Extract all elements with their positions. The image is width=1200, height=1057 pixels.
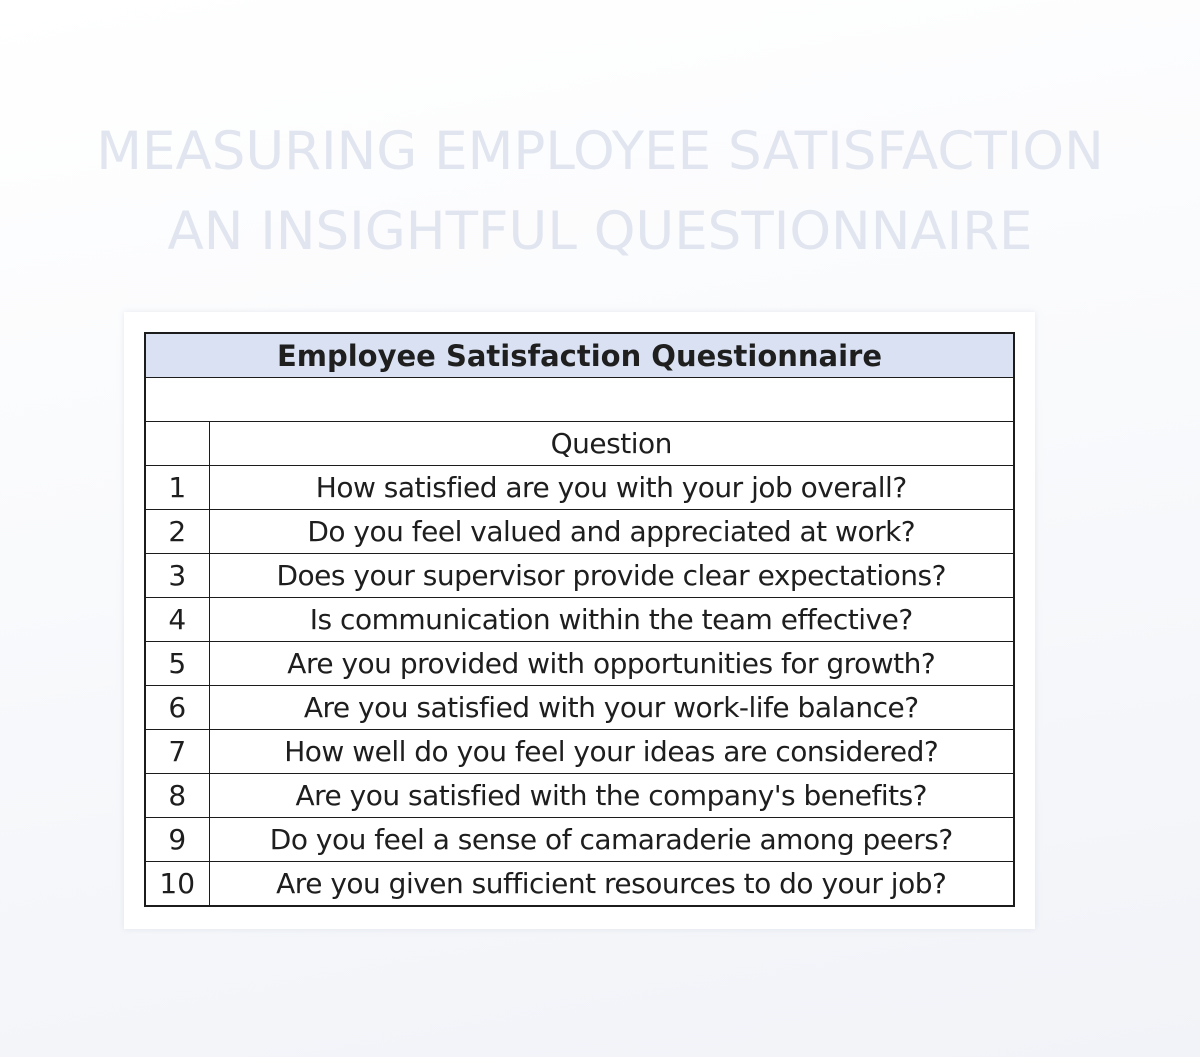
question-cell[interactable]: Is communication within the team effecti… bbox=[208, 597, 1015, 642]
page-heading-line-1: MEASURING EMPLOYEE SATISFACTION bbox=[96, 121, 1104, 182]
question-cell[interactable]: How satisfied are you with your job over… bbox=[208, 465, 1015, 510]
table-row: 9 Do you feel a sense of camaraderie amo… bbox=[144, 817, 1015, 862]
table-row: 8 Are you satisfied with the company's b… bbox=[144, 773, 1015, 818]
page-heading-line-2: AN INSIGHTFUL QUESTIONNAIRE bbox=[167, 201, 1033, 262]
question-number-cell[interactable]: 10 bbox=[144, 861, 210, 907]
question-number-cell[interactable]: 6 bbox=[144, 685, 210, 730]
table-title[interactable]: Employee Satisfaction Questionnaire bbox=[144, 332, 1015, 378]
questionnaire-table: Employee Satisfaction Questionnaire Ques… bbox=[144, 332, 1015, 907]
question-number-cell[interactable]: 9 bbox=[144, 817, 210, 862]
table-row: 1 How satisfied are you with your job ov… bbox=[144, 465, 1015, 510]
table-row: 10 Are you given sufficient resources to… bbox=[144, 861, 1015, 907]
table-row: 6 Are you satisfied with your work-life … bbox=[144, 685, 1015, 730]
page-heading: MEASURING EMPLOYEE SATISFACTION AN INSIG… bbox=[0, 112, 1200, 272]
question-number-cell[interactable]: 8 bbox=[144, 773, 210, 818]
header-row: Question bbox=[144, 421, 1015, 466]
question-cell[interactable]: Are you provided with opportunities for … bbox=[208, 641, 1015, 686]
question-header-cell[interactable]: Question bbox=[208, 421, 1015, 466]
spreadsheet-card: Employee Satisfaction Questionnaire Ques… bbox=[124, 312, 1035, 929]
table-row: 4 Is communication within the team effec… bbox=[144, 597, 1015, 642]
question-cell[interactable]: Are you satisfied with your work-life ba… bbox=[208, 685, 1015, 730]
blank-row bbox=[144, 377, 1015, 422]
question-number-cell[interactable]: 4 bbox=[144, 597, 210, 642]
table-row: 2 Do you feel valued and appreciated at … bbox=[144, 509, 1015, 554]
table-row: 7 How well do you feel your ideas are co… bbox=[144, 729, 1015, 774]
question-cell[interactable]: Are you satisfied with the company's ben… bbox=[208, 773, 1015, 818]
title-row: Employee Satisfaction Questionnaire bbox=[144, 332, 1015, 378]
question-cell[interactable]: Do you feel a sense of camaraderie among… bbox=[208, 817, 1015, 862]
number-header-cell[interactable] bbox=[144, 421, 210, 466]
table-row: 5 Are you provided with opportunities fo… bbox=[144, 641, 1015, 686]
question-number-cell[interactable]: 2 bbox=[144, 509, 210, 554]
question-number-cell[interactable]: 7 bbox=[144, 729, 210, 774]
question-cell[interactable]: Does your supervisor provide clear expec… bbox=[208, 553, 1015, 598]
question-number-cell[interactable]: 3 bbox=[144, 553, 210, 598]
blank-cell[interactable] bbox=[144, 377, 1015, 422]
question-number-cell[interactable]: 1 bbox=[144, 465, 210, 510]
question-number-cell[interactable]: 5 bbox=[144, 641, 210, 686]
table-row: 3 Does your supervisor provide clear exp… bbox=[144, 553, 1015, 598]
question-cell[interactable]: How well do you feel your ideas are cons… bbox=[208, 729, 1015, 774]
question-cell[interactable]: Do you feel valued and appreciated at wo… bbox=[208, 509, 1015, 554]
question-cell[interactable]: Are you given sufficient resources to do… bbox=[208, 861, 1015, 907]
